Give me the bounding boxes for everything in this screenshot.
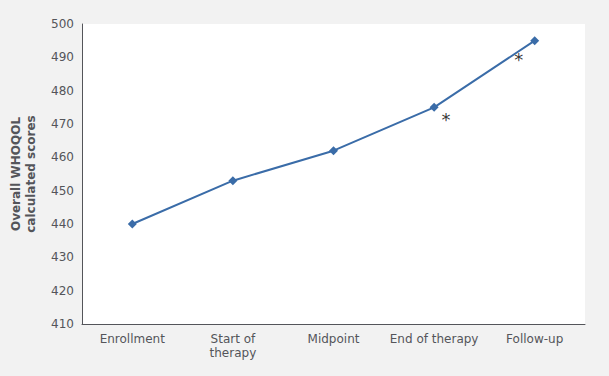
svg-text:430: 430 [51,250,74,264]
svg-text:500: 500 [51,17,74,31]
svg-text:Follow-up: Follow-up [506,332,563,346]
svg-text:470: 470 [51,117,74,131]
svg-text:Midpoint: Midpoint [308,332,360,346]
svg-text:460: 460 [51,150,74,164]
svg-text:450: 450 [51,184,74,198]
svg-text:Enrollment: Enrollment [100,332,166,346]
svg-text:480: 480 [51,84,74,98]
svg-text:440: 440 [51,217,74,231]
svg-text:490: 490 [51,50,74,64]
svg-text:410: 410 [51,317,74,331]
svg-text:End of therapy: End of therapy [390,332,479,346]
svg-text:calculated scores: calculated scores [24,115,38,233]
svg-text:420: 420 [51,284,74,298]
svg-text:therapy: therapy [210,346,257,360]
svg-text:Overall WHOQOL: Overall WHOQOL [9,117,23,231]
svg-text:Start of: Start of [211,332,256,346]
svg-text:*: * [442,109,451,130]
